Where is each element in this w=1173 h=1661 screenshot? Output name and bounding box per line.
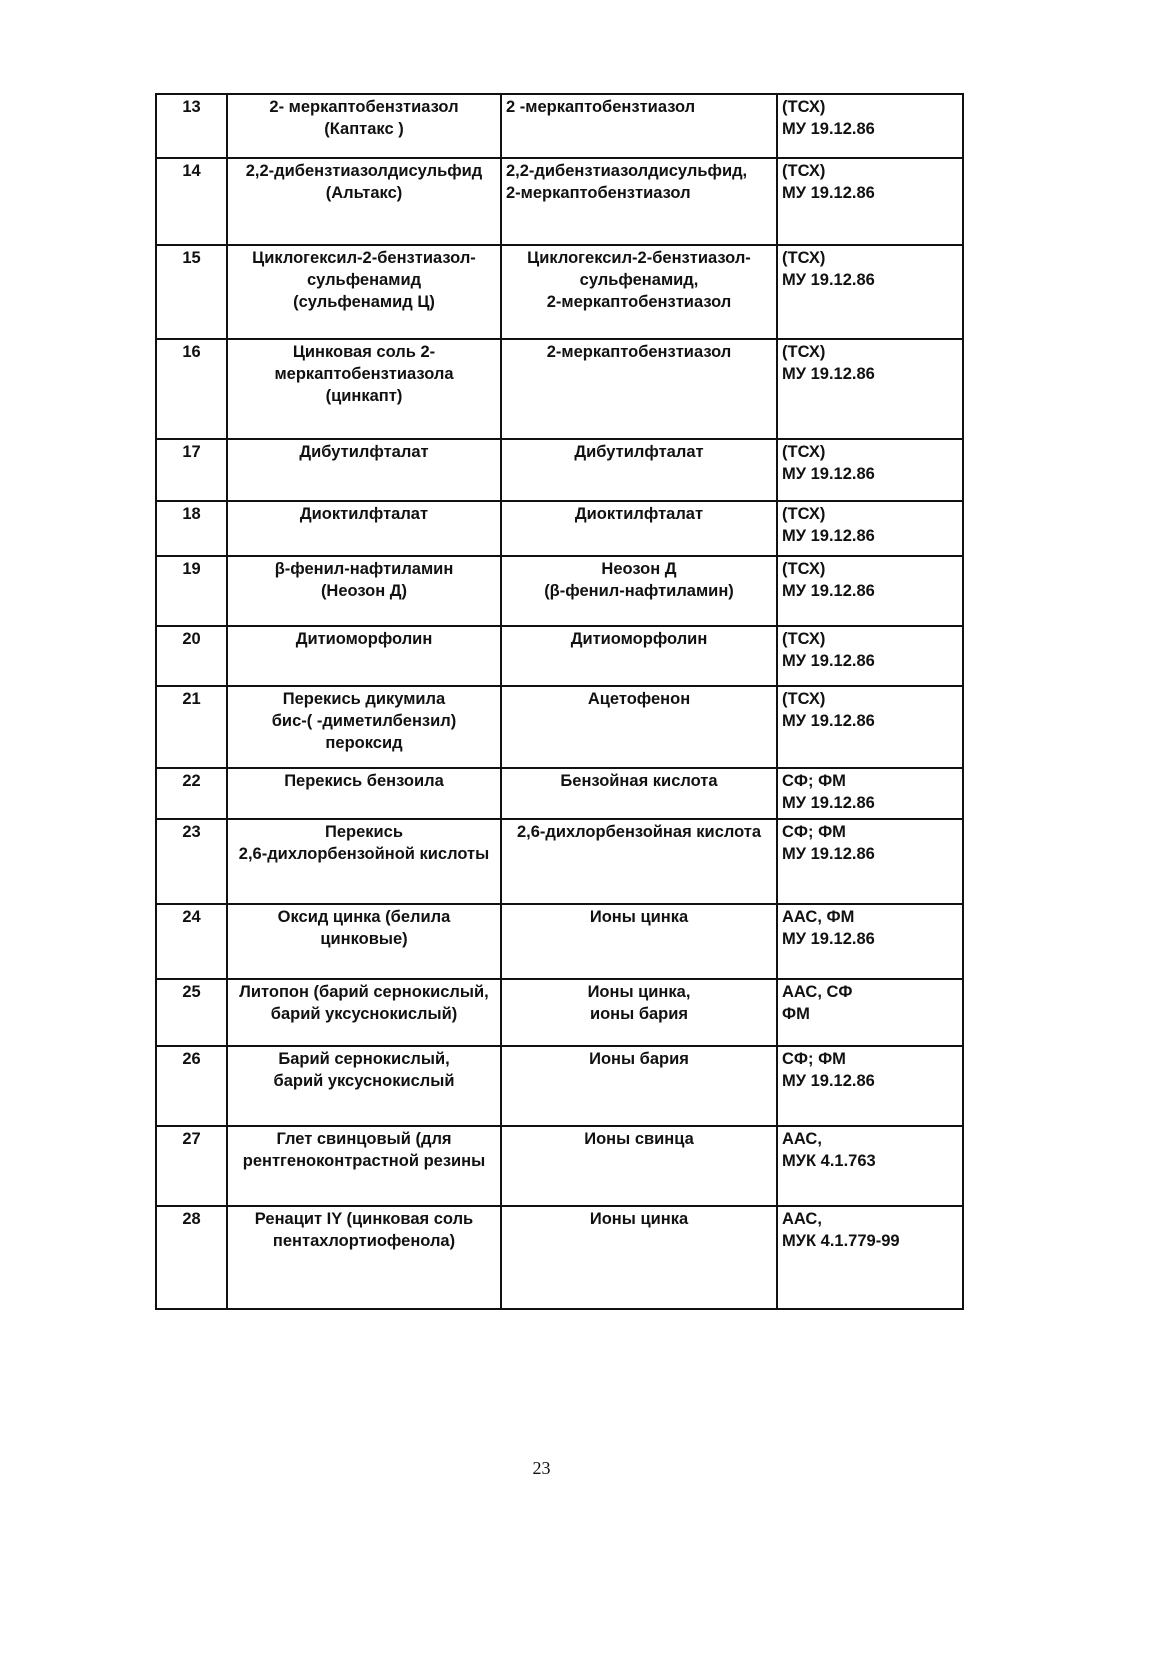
row-number: 28	[155, 1205, 228, 1310]
table-row: 13 2- меркаптобензтиазол (Каптакс ) 2 -мер…	[155, 93, 964, 159]
table-row: 23 Перекись 2,6-дихлорбензойной кислоты 2,…	[155, 818, 964, 905]
analyte-cell: Ионы цинка	[500, 903, 778, 980]
substance-cell: Перекись 2,6-дихлорбензойной кислоты	[226, 818, 502, 905]
analyte-cell: 2,2-дибензтиазолдисульфид, 2-меркаптобен…	[500, 157, 778, 246]
substance-cell: Циклогексил-2-бензтиазол- сульфенамид (с…	[226, 244, 502, 340]
row-number: 21	[155, 685, 228, 769]
analyte-cell: 2-меркаптобензтиазол	[500, 338, 778, 440]
substance-cell: Оксид цинка (белила цинковые)	[226, 903, 502, 980]
table-row: 24 Оксид цинка (белила цинковые) Ионы цинк…	[155, 903, 964, 980]
table-row: 20 Дитиоморфолин Дитиоморфолин (ТСХ) МУ 19.…	[155, 625, 964, 687]
method-cell: (ТСХ) МУ 19.12.86	[776, 625, 964, 687]
analyte-cell: Ионы цинка, ионы бария	[500, 978, 778, 1047]
substance-cell: Перекись дикумила бис-( -диметилбензил) …	[226, 685, 502, 769]
row-number: 22	[155, 767, 228, 820]
method-cell: ААС, ФМ МУ 19.12.86	[776, 903, 964, 980]
substance-cell: Дитиоморфолин	[226, 625, 502, 687]
row-number: 20	[155, 625, 228, 687]
analyte-cell: Бензойная кислота	[500, 767, 778, 820]
method-cell: ААС, МУК 4.1.763	[776, 1125, 964, 1207]
method-cell: СФ; ФМ МУ 19.12.86	[776, 767, 964, 820]
row-number: 14	[155, 157, 228, 246]
substances-table: 13 2- меркаптобензтиазол (Каптакс ) 2 -мер…	[155, 93, 964, 1310]
table-body: 13 2- меркаптобензтиазол (Каптакс ) 2 -мер…	[155, 93, 964, 1310]
row-number: 15	[155, 244, 228, 340]
substance-cell: Глет свинцовый (для рентгеноконтрастной …	[226, 1125, 502, 1207]
analyte-cell: Диоктилфталат	[500, 500, 778, 557]
analyte-cell: Неозон Д (β-фенил-нафтиламин)	[500, 555, 778, 627]
analyte-cell: Дитиоморфолин	[500, 625, 778, 687]
row-number: 26	[155, 1045, 228, 1127]
analyte-cell: 2,6-дихлорбензойная кислота	[500, 818, 778, 905]
analyte-cell: Ионы бария	[500, 1045, 778, 1127]
table-row: 15 Циклогексил-2-бензтиазол- сульфенамид …	[155, 244, 964, 340]
table-row: 16 Цинковая соль 2- меркаптобензтиазола (…	[155, 338, 964, 440]
table-row: 21 Перекись дикумила бис-( -диметилбензил…	[155, 685, 964, 769]
substance-cell: Перекись бензоила	[226, 767, 502, 820]
row-number: 25	[155, 978, 228, 1047]
table-row: 18 Диоктилфталат Диоктилфталат (ТСХ) МУ 19.…	[155, 500, 964, 557]
analyte-cell: Ацетофенон	[500, 685, 778, 769]
table-row: 19 β-фенил-нафтиламин (Неозон Д) Неозон Д …	[155, 555, 964, 627]
substance-cell: Барий сернокислый, барий уксуснокислый	[226, 1045, 502, 1127]
analyte-cell: Ионы цинка	[500, 1205, 778, 1310]
method-cell: СФ; ФМ МУ 19.12.86	[776, 1045, 964, 1127]
substance-cell: Ренацит IY (цинковая соль пентахлортиофе…	[226, 1205, 502, 1310]
row-number: 27	[155, 1125, 228, 1207]
analyte-cell: Дибутилфталат	[500, 438, 778, 502]
page-number: 23	[532, 1458, 551, 1478]
row-number: 23	[155, 818, 228, 905]
method-cell: (ТСХ) МУ 19.12.86	[776, 555, 964, 627]
table-row: 22 Перекись бензоила Бензойная кислота СФ; …	[155, 767, 964, 820]
table-row: 25 Литопон (барий сернокислый, барий уксу…	[155, 978, 964, 1047]
row-number: 13	[155, 93, 228, 159]
method-cell: (ТСХ) МУ 19.12.86	[776, 500, 964, 557]
method-cell: (ТСХ) МУ 19.12.86	[776, 685, 964, 769]
substance-cell: 2- меркаптобензтиазол (Каптакс )	[226, 93, 502, 159]
substance-cell: 2,2-дибензтиазолдисульфид (Альтакс)	[226, 157, 502, 246]
method-cell: СФ; ФМ МУ 19.12.86	[776, 818, 964, 905]
substance-cell: Цинковая соль 2- меркаптобензтиазола (ци…	[226, 338, 502, 440]
table-row: 27 Глет свинцовый (для рентгеноконтрастно…	[155, 1125, 964, 1207]
analyte-cell: Циклогексил-2-бензтиазол- сульфенамид, 2…	[500, 244, 778, 340]
analyte-cell: Ионы свинца	[500, 1125, 778, 1207]
method-cell: (ТСХ) МУ 19.12.86	[776, 438, 964, 502]
method-cell: (ТСХ) МУ 19.12.86	[776, 93, 964, 159]
row-number: 17	[155, 438, 228, 502]
substance-cell: β-фенил-нафтиламин (Неозон Д)	[226, 555, 502, 627]
row-number: 18	[155, 500, 228, 557]
method-cell: (ТСХ) МУ 19.12.86	[776, 338, 964, 440]
table-row: 28 Ренацит IY (цинковая соль пентахлортио…	[155, 1205, 964, 1310]
analyte-cell: 2 -меркаптобензтиазол	[500, 93, 778, 159]
method-cell: (ТСХ) МУ 19.12.86	[776, 244, 964, 340]
table-row: 14 2,2-дибензтиазолдисульфид (Альтакс) 2,2…	[155, 157, 964, 246]
table-row: 17 Дибутилфталат Дибутилфталат (ТСХ) МУ 19.…	[155, 438, 964, 502]
table-row: 26 Барий сернокислый, барий уксуснокислый…	[155, 1045, 964, 1127]
row-number: 16	[155, 338, 228, 440]
substance-cell: Диоктилфталат	[226, 500, 502, 557]
method-cell: ААС, МУК 4.1.779-99	[776, 1205, 964, 1310]
row-number: 19	[155, 555, 228, 627]
method-cell: (ТСХ) МУ 19.12.86	[776, 157, 964, 246]
row-number: 24	[155, 903, 228, 980]
substance-cell: Дибутилфталат	[226, 438, 502, 502]
method-cell: ААС, СФ ФМ	[776, 978, 964, 1047]
substance-cell: Литопон (барий сернокислый, барий уксусн…	[226, 978, 502, 1047]
